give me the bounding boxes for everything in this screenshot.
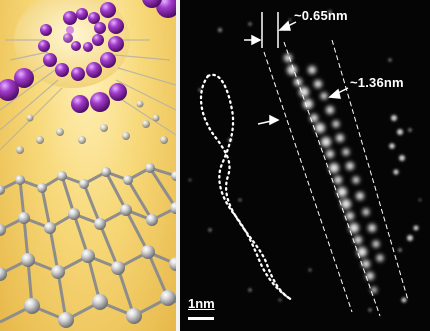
carbon-atoms [0,163,176,328]
tube-lattice-near [0,166,176,324]
helical-molecule [0,0,176,113]
carbon-atoms-far [16,100,168,154]
scale-bar [188,317,214,320]
micrograph-image [180,0,430,331]
width-guide-lines [263,39,409,317]
panel-divider [176,0,180,331]
micrograph-panel: ~0.65nm ~1.36nm [180,0,430,331]
inner-width-label: ~0.65nm [294,8,348,23]
scale-bar-label: 1nm [188,296,215,311]
width-markers [244,12,349,126]
outer-width-label: ~1.36nm [350,75,404,90]
side-strand-image [389,115,419,303]
background-noise [188,10,422,312]
nanotube-drawing [0,0,176,328]
helix-outline [199,73,294,302]
nanotube-illustration [0,0,176,331]
